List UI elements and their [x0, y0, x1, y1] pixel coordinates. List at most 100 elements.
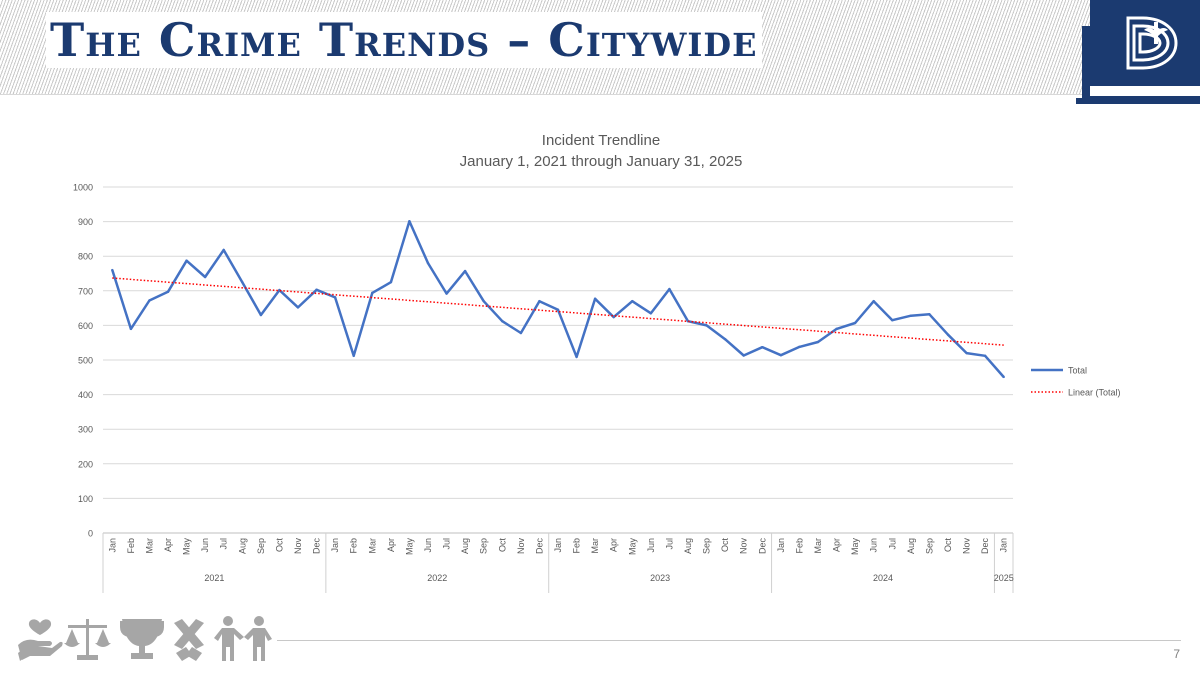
x-group-label: 2022	[427, 573, 447, 583]
data-point-total	[408, 220, 411, 223]
x-tick-label: Dec	[980, 538, 990, 555]
page-number: 7	[1173, 647, 1180, 661]
x-tick-label: Oct	[274, 538, 284, 553]
x-tick-label: Apr	[832, 538, 842, 552]
footer-divider	[277, 640, 1181, 641]
x-tick-label: Sep	[256, 538, 266, 554]
data-point-total	[575, 355, 578, 359]
hands-heart-icon	[18, 619, 63, 661]
chart-title: Incident Trendline	[542, 132, 660, 149]
data-point-total	[612, 315, 615, 319]
x-axis: Jan Feb Mar Apr May Jun Jul Aug Sep Oct Nov Dec Jan F…	[102, 533, 1014, 593]
incident-trendline-chart: Incident Trendline January 1, 2021 throu…	[73, 132, 1121, 593]
x-tick-label: Sep	[924, 538, 934, 554]
data-point-total	[798, 345, 801, 349]
x-group-label: 2025	[994, 573, 1014, 583]
x-tick-label: Sep	[479, 538, 489, 554]
city-d-logo-icon	[1076, 0, 1200, 104]
y-tick-label: 900	[78, 217, 93, 227]
plot-area	[111, 220, 1005, 379]
x-tick-label: Feb	[794, 538, 804, 554]
data-point-total	[501, 320, 504, 323]
data-point-total	[315, 288, 318, 291]
x-tick-label: Jul	[219, 538, 229, 550]
legend-label-total: Total	[1068, 366, 1087, 376]
data-point-total	[259, 313, 263, 317]
x-tick-label: Jun	[200, 538, 210, 553]
x-tick-label: Nov	[739, 538, 749, 555]
x-tick-label: Feb	[349, 538, 359, 554]
x-tick-label: May	[627, 538, 637, 556]
x-tick-label: Oct	[943, 538, 953, 553]
x-tick-label: Dec	[534, 538, 544, 555]
y-axis-tick-labels: 0 100 200 300 400 500 600 700 800 900 1000	[73, 183, 93, 539]
y-tick-label: 200	[78, 459, 93, 469]
data-point-total	[946, 333, 950, 336]
x-tick-label: Apr	[386, 538, 396, 552]
data-point-total	[371, 291, 374, 295]
data-point-total	[705, 324, 708, 327]
x-tick-label: Aug	[683, 538, 693, 554]
data-point-total	[129, 327, 133, 331]
x-tick-label: Mar	[144, 538, 154, 554]
x-tick-label: Jan	[553, 538, 563, 553]
data-point-total	[593, 297, 597, 300]
data-point-total	[241, 280, 244, 284]
data-point-total	[445, 292, 448, 295]
data-point-total	[631, 299, 634, 303]
data-point-total	[185, 259, 188, 262]
x-tick-label: Aug	[460, 538, 470, 554]
data-point-total	[166, 290, 170, 294]
y-tick-label: 500	[78, 356, 93, 366]
x-tick-label: Oct	[720, 538, 730, 553]
x-group-label: 2024	[873, 573, 893, 583]
data-point-total	[779, 353, 783, 357]
data-point-total	[556, 308, 560, 312]
y-tick-label: 700	[78, 286, 93, 296]
data-point-total	[538, 299, 541, 303]
data-point-total	[723, 338, 727, 341]
x-tick-label: Apr	[163, 538, 173, 552]
x-tick-label: Nov	[293, 538, 303, 555]
y-tick-label: 0	[88, 529, 93, 539]
x-tick-label: May	[850, 538, 860, 556]
x-tick-label: Nov	[962, 538, 972, 555]
legend: Total Linear (Total)	[1031, 366, 1121, 398]
data-point-total	[965, 351, 968, 355]
data-point-total	[742, 354, 745, 357]
x-tick-label: May	[404, 538, 414, 556]
x-tick-label: Aug	[237, 538, 247, 554]
x-tick-label: Nov	[516, 538, 526, 555]
data-point-total	[296, 306, 300, 309]
data-point-total	[816, 340, 820, 344]
data-point-total	[891, 319, 894, 322]
data-point-total	[111, 268, 114, 272]
data-point-total	[761, 345, 764, 349]
x-tick-label: Sep	[702, 538, 712, 554]
data-point-total	[668, 287, 671, 291]
data-point-total	[333, 296, 337, 299]
data-point-total	[482, 299, 485, 303]
x-tick-label: Jun	[646, 538, 656, 553]
x-tick-label: Jan	[999, 538, 1009, 553]
x-tick-label: May	[182, 538, 192, 556]
data-point-total	[835, 327, 838, 331]
x-tick-label: Aug	[906, 538, 916, 554]
x-tick-label: Mar	[813, 538, 823, 554]
y-tick-label: 300	[78, 425, 93, 435]
data-point-total	[1002, 375, 1005, 379]
x-tick-label: Jan	[776, 538, 786, 553]
x-tick-label: Jul	[887, 538, 897, 550]
legend-label-linear-total: Linear (Total)	[1068, 388, 1121, 398]
y-tick-label: 600	[78, 321, 93, 331]
chart-subtitle: January 1, 2021 through January 31, 2025	[460, 153, 743, 170]
data-point-total	[872, 299, 875, 303]
data-point-total	[853, 321, 857, 325]
y-tick-label: 400	[78, 390, 93, 400]
people-icon	[214, 616, 272, 661]
scales-icon	[64, 619, 111, 660]
x-tick-label: Feb	[126, 538, 136, 554]
x-group-label: 2021	[204, 573, 224, 583]
x-tick-label: Oct	[497, 538, 507, 553]
data-point-total	[909, 314, 913, 317]
